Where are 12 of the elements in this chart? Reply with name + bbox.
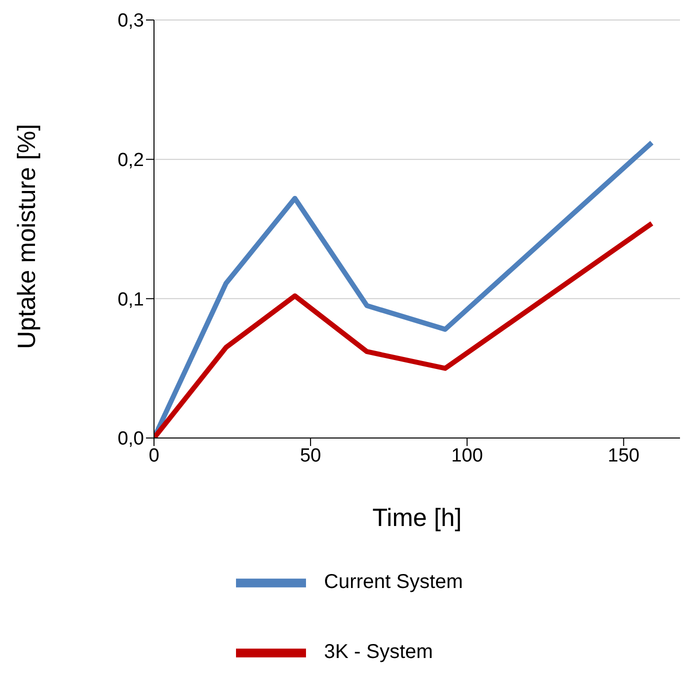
y-tick-label: 0,3 — [118, 10, 144, 32]
legend-label: Current System — [324, 571, 463, 594]
x-tick-label: 100 — [451, 445, 483, 466]
legend-label: 3K - System — [324, 641, 433, 664]
y-tick-label: 0,1 — [118, 289, 144, 310]
x-tick-label: 0 — [148, 445, 160, 466]
y-axis-title: Uptake moisture [%] — [12, 124, 41, 349]
x-tick-label: 150 — [608, 445, 640, 466]
x-tick-label: 50 — [300, 445, 322, 466]
y-tick-label: 0,0 — [118, 428, 144, 450]
y-tick-label: 0,2 — [118, 150, 144, 172]
x-axis-title: Time [h] — [372, 504, 462, 532]
